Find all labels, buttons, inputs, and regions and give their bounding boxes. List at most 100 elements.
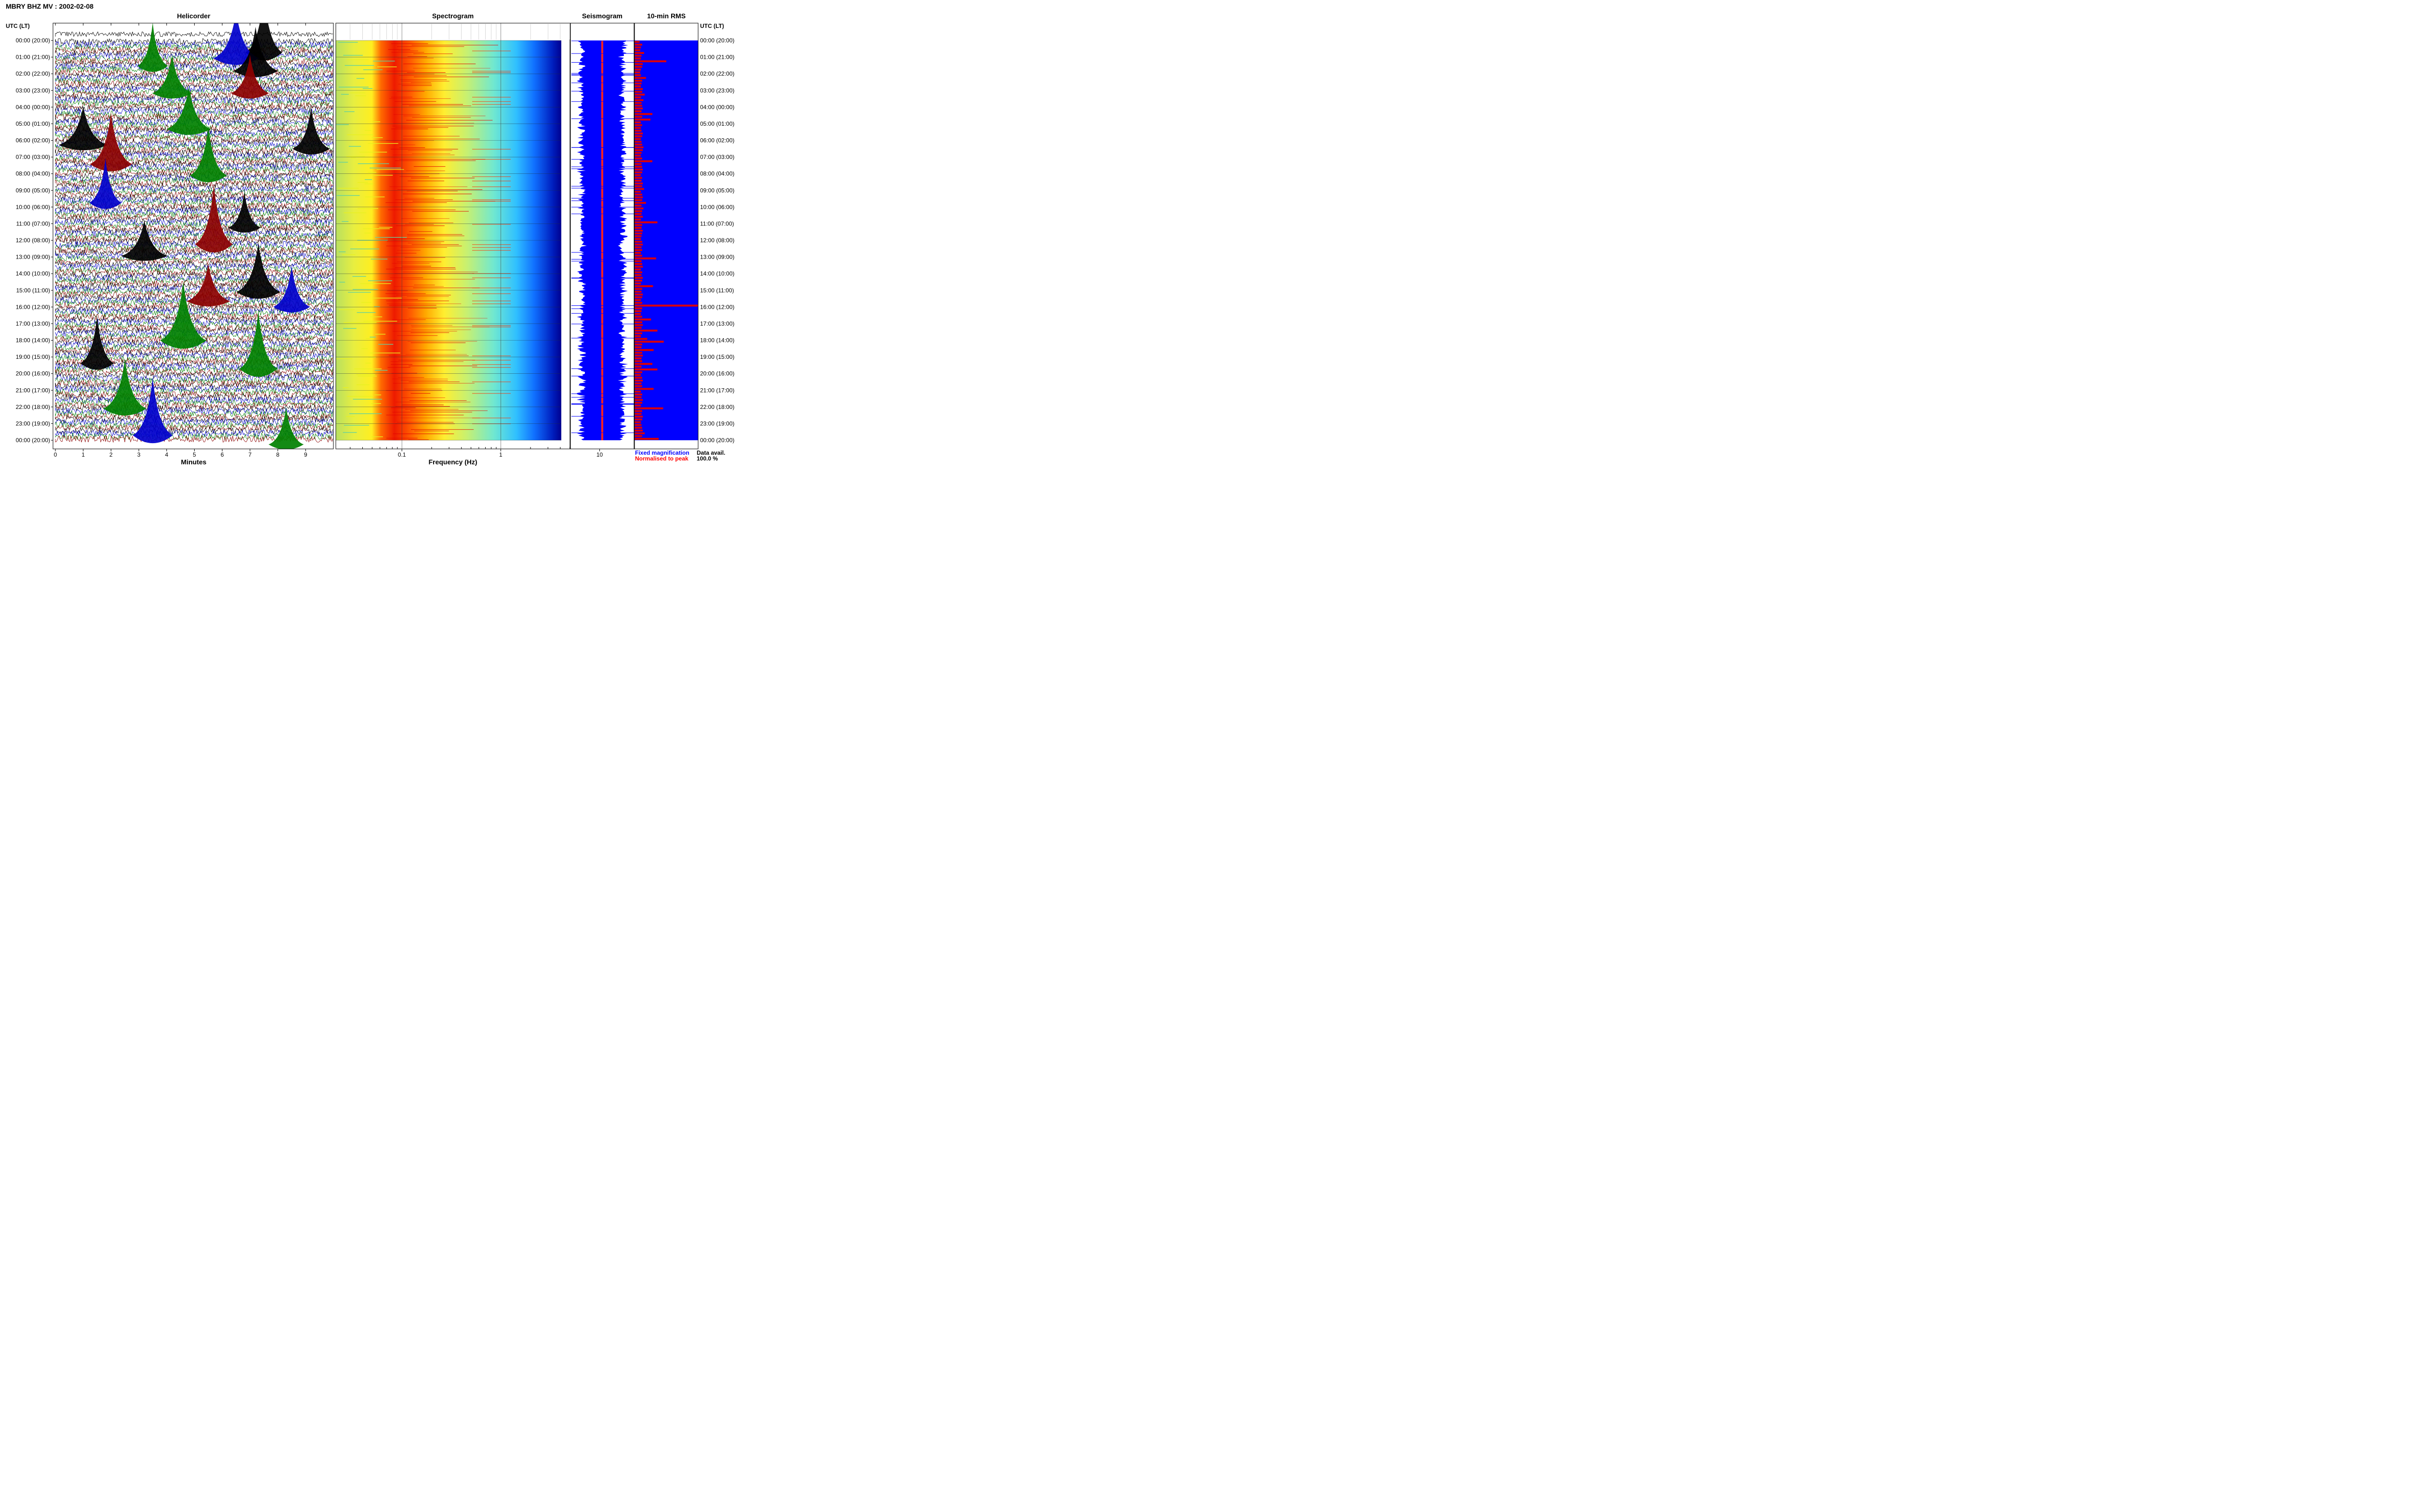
spectrogram-stripe	[409, 231, 433, 232]
time-label-left: 00:00 (20:00)	[16, 37, 50, 44]
data-avail-value: 100.0 %	[697, 455, 718, 462]
spectrogram-stripe	[400, 247, 447, 248]
rms-bar	[635, 66, 642, 68]
helicorder-trace	[55, 260, 333, 268]
spectrogram-stripe	[360, 283, 391, 284]
time-label-left: 20:00 (16:00)	[16, 370, 50, 377]
rms-bar	[635, 304, 698, 307]
spectrogram-stripe	[472, 247, 511, 248]
spectrogram-stripe	[472, 199, 511, 200]
spectrogram-stripe	[379, 227, 393, 228]
rms-bar	[635, 149, 643, 151]
spectrogram-stripe	[372, 121, 381, 122]
spectrogram-stripe	[407, 72, 446, 73]
helicorder-trace	[55, 224, 333, 232]
spectrogram-stripe	[410, 82, 431, 83]
time-label-left: 03:00 (23:00)	[16, 87, 50, 94]
time-label-left: 11:00 (07:00)	[16, 220, 51, 227]
time-label-right: 00:00 (20:00)	[700, 37, 734, 44]
rms-bar	[635, 435, 642, 437]
rms-bar	[635, 263, 642, 265]
spectrogram-stripe	[408, 341, 477, 342]
rms-bar	[635, 271, 642, 274]
rms-bar	[635, 274, 642, 276]
rms-bar	[635, 290, 642, 293]
seismogram-traces	[571, 40, 634, 440]
helicorder-title: Helicorder	[177, 12, 211, 20]
spectrogram-stripe	[370, 337, 376, 338]
time-label-left: 02:00 (22:00)	[16, 70, 50, 77]
spectrogram-stripe	[374, 306, 380, 307]
figure-title: MBRY BHZ MV : 2002-02-08	[6, 2, 93, 10]
spectrogram-stripe	[387, 367, 410, 368]
rms-bar	[635, 396, 642, 398]
rms-bar	[635, 43, 642, 46]
spectrogram-stripe	[336, 124, 349, 125]
rms-bar	[635, 185, 642, 187]
spectrogram-stripe	[472, 355, 511, 356]
helicorder-trace	[55, 384, 333, 393]
spectrogram-stripe	[347, 134, 373, 135]
spectrogram-stripe	[343, 328, 357, 329]
spectrogram-stripe	[397, 335, 438, 336]
spectrogram-stripe	[410, 410, 488, 411]
time-label-left: 23:00 (19:00)	[16, 420, 50, 427]
time-label-right: 04:00 (00:00)	[700, 104, 734, 110]
time-label-left: 16:00 (12:00)	[16, 303, 50, 310]
rms-bar	[635, 71, 640, 74]
spectrogram-stripe	[363, 321, 397, 322]
rms-bar	[635, 238, 641, 240]
spectrogram-stripe	[348, 146, 361, 147]
helicorder-event	[103, 359, 147, 416]
helicorder-trace	[55, 249, 333, 257]
time-label-right: 09:00 (05:00)	[700, 187, 734, 194]
time-label-right: 06:00 (02:00)	[700, 137, 734, 144]
rms-bar	[635, 199, 642, 201]
spectrogram-stripe	[342, 221, 349, 222]
rms-bar	[635, 135, 642, 137]
time-label-right: 23:00 (19:00)	[700, 420, 734, 427]
rms-bar	[635, 404, 641, 407]
spectrogram-stripe	[365, 179, 372, 180]
spectrogram-stripe	[378, 344, 394, 345]
rms-bar	[635, 240, 642, 243]
spectrogram-stripe	[371, 259, 388, 260]
rms-bar	[635, 118, 650, 121]
rms-bar	[635, 282, 641, 285]
spectrogram-stripe	[395, 101, 437, 102]
helicorder-event	[58, 106, 108, 150]
time-label-right: 13:00 (09:00)	[700, 254, 734, 261]
helicorder-trace	[55, 43, 333, 52]
helicorder-x-tick-label: 1	[81, 451, 85, 458]
rms-bar	[635, 96, 641, 99]
helicorder-trace	[55, 237, 333, 246]
spectrogram-stripe	[368, 172, 376, 173]
time-label-left: 00:00 (20:00)	[16, 437, 50, 444]
rms-bar	[635, 427, 642, 429]
helicorder-trace	[55, 46, 333, 54]
rms-bar	[635, 268, 641, 271]
spectrogram-stripe	[371, 436, 383, 437]
spectrogram-stripe	[472, 104, 511, 105]
time-label-left: 08:00 (04:00)	[16, 171, 50, 177]
time-label-right: 16:00 (12:00)	[700, 303, 734, 310]
rms-bar	[635, 324, 643, 326]
legend-normalised-to-peak: Normalised to peak	[635, 455, 688, 462]
seismogram-title: Seismogram	[582, 12, 622, 20]
helicorder-event	[239, 310, 278, 377]
spectrogram-stripe	[390, 361, 464, 362]
time-labels-left: 00:00 (20:00) 01:00 (21:00) 02:00 (22:00) 0…	[16, 37, 53, 444]
spectrogram-stripe	[344, 425, 370, 426]
helicorder-trace	[55, 57, 333, 66]
time-label-left: 07:00 (03:00)	[16, 154, 50, 160]
rms-bar	[635, 276, 643, 279]
helicorder-event	[152, 54, 193, 99]
spectrogram-stripe	[472, 364, 511, 365]
rms-bar	[635, 254, 642, 257]
helicorder-trace	[55, 138, 333, 146]
spectrogram-stripe	[338, 251, 346, 252]
spectrogram-stripe	[355, 95, 366, 96]
spectrogram-stripe	[343, 432, 357, 433]
rms-bar	[635, 338, 648, 340]
spectrogram-stripe	[400, 79, 447, 80]
